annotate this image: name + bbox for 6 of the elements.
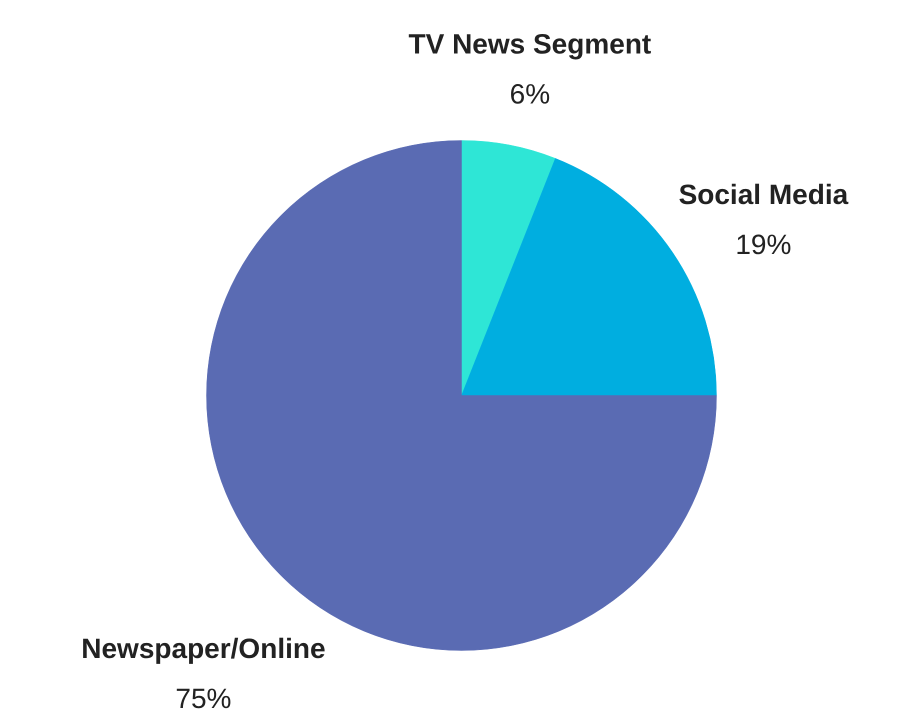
data-label: 19% <box>735 228 792 260</box>
slice-label: Newspaper/Online <box>81 633 326 664</box>
slice-label: TV News Segment <box>408 28 652 60</box>
slice-label: Social Media <box>678 178 849 210</box>
data-label: 6% <box>510 78 550 110</box>
data-label: 75% <box>175 683 232 714</box>
